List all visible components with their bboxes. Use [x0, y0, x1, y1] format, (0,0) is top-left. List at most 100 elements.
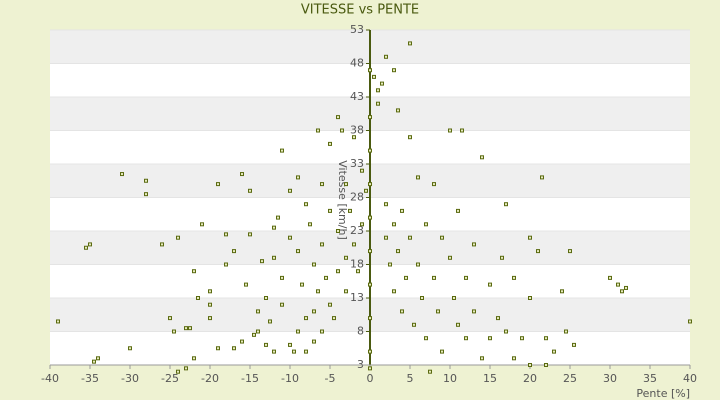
- x-tick-label: -10: [281, 372, 299, 385]
- point: [352, 242, 356, 247]
- point: [408, 41, 412, 46]
- point: [372, 74, 376, 79]
- point: [396, 108, 400, 113]
- point: [244, 282, 248, 287]
- point: [500, 255, 504, 260]
- point: [356, 269, 360, 274]
- point: [544, 336, 548, 341]
- point: [480, 155, 484, 160]
- point: [88, 242, 92, 247]
- point: [328, 208, 332, 213]
- point: [192, 356, 196, 361]
- point: [432, 275, 436, 280]
- x-tick-label: 25: [563, 372, 577, 385]
- point: [368, 115, 372, 120]
- point: [560, 289, 564, 294]
- point: [400, 208, 404, 213]
- point: [264, 342, 268, 347]
- point: [472, 242, 476, 247]
- point: [348, 208, 352, 213]
- point: [240, 339, 244, 344]
- point: [328, 141, 332, 146]
- point: [232, 346, 236, 351]
- point: [288, 342, 292, 347]
- point: [392, 289, 396, 294]
- y-tick-label: 53: [350, 23, 364, 36]
- point: [424, 336, 428, 341]
- point: [620, 289, 624, 294]
- point: [344, 289, 348, 294]
- point: [256, 309, 260, 314]
- point: [384, 54, 388, 59]
- point: [464, 275, 468, 280]
- point: [144, 192, 148, 197]
- point: [224, 232, 228, 237]
- point: [196, 296, 200, 300]
- point: [360, 168, 364, 173]
- point: [296, 175, 300, 180]
- point: [280, 148, 284, 153]
- point: [320, 329, 324, 334]
- x-tick-label: -35: [81, 372, 99, 385]
- x-tick-label: 5: [407, 372, 414, 385]
- point: [368, 282, 372, 287]
- point: [480, 356, 484, 361]
- x-tick-label: -5: [325, 372, 336, 385]
- y-tick-label: 38: [350, 124, 364, 137]
- point: [424, 222, 428, 227]
- point: [408, 135, 412, 140]
- x-tick-label: 30: [603, 372, 617, 385]
- point: [248, 188, 252, 193]
- point: [564, 329, 568, 334]
- point: [272, 255, 276, 260]
- point: [428, 369, 432, 374]
- point: [528, 363, 532, 367]
- point: [56, 319, 60, 324]
- point: [224, 262, 228, 267]
- point: [448, 128, 452, 133]
- point: [304, 202, 308, 207]
- point: [276, 215, 280, 220]
- point: [184, 326, 188, 331]
- point: [208, 289, 212, 294]
- x-tick-label: 40: [683, 372, 697, 385]
- point: [96, 356, 100, 361]
- point: [304, 316, 308, 321]
- chart-title: VITESSE vs PENTE: [301, 3, 419, 18]
- point: [368, 148, 372, 153]
- point: [336, 229, 340, 233]
- point: [384, 235, 388, 240]
- point: [488, 336, 492, 341]
- point: [368, 366, 372, 371]
- x-tick-label: -20: [201, 372, 219, 385]
- x-tick-label: 0: [367, 372, 374, 385]
- point: [536, 249, 540, 254]
- point: [340, 128, 344, 133]
- point: [316, 289, 320, 294]
- x-tick-label: 35: [643, 372, 657, 385]
- point: [304, 349, 308, 354]
- point: [168, 316, 172, 321]
- point: [448, 255, 452, 260]
- point: [464, 336, 468, 341]
- point: [264, 296, 268, 300]
- point: [396, 249, 400, 254]
- point: [328, 302, 332, 307]
- point: [216, 182, 220, 187]
- point: [528, 296, 532, 300]
- point: [420, 296, 424, 300]
- point: [208, 316, 212, 321]
- point: [368, 249, 372, 254]
- point: [320, 242, 324, 247]
- point: [176, 235, 180, 240]
- point: [552, 349, 556, 354]
- point: [392, 222, 396, 227]
- point: [192, 269, 196, 274]
- x-axis-title: Pente [%]: [636, 387, 690, 400]
- point: [416, 175, 420, 180]
- point: [308, 222, 312, 227]
- point: [504, 329, 508, 334]
- point: [324, 275, 328, 280]
- point: [460, 128, 464, 133]
